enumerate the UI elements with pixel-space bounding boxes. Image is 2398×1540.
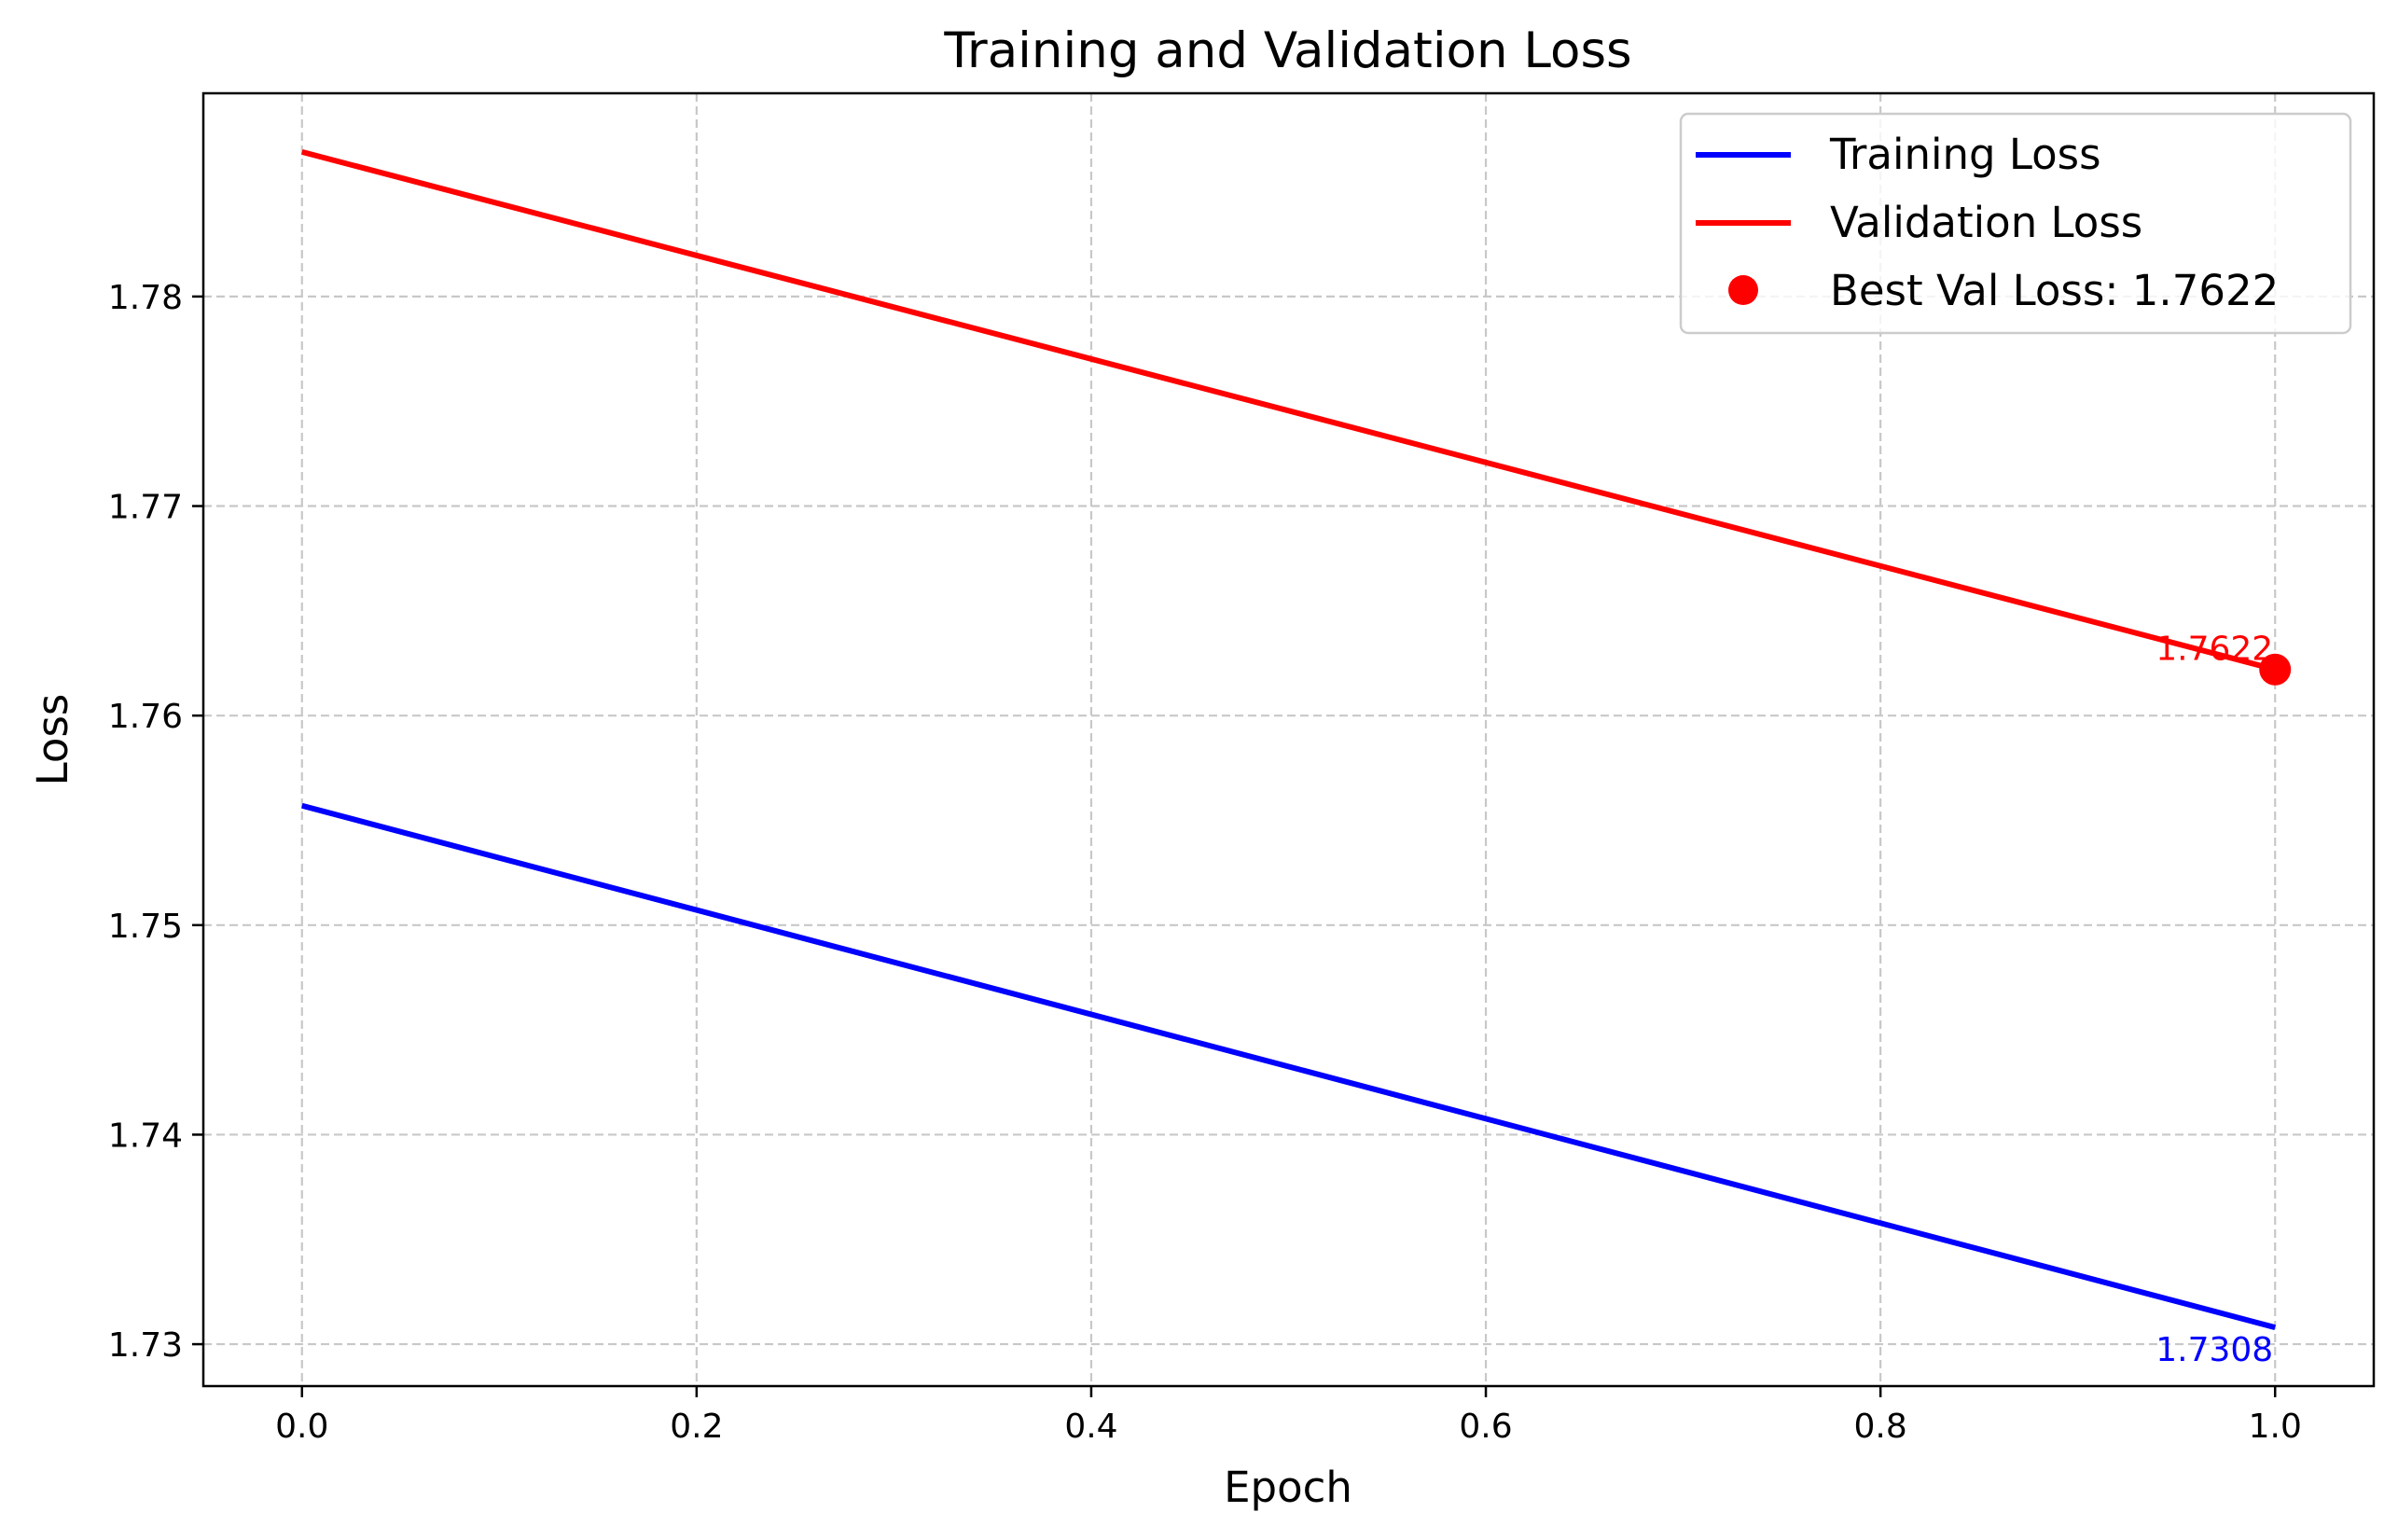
y-tick-label: 1.73 bbox=[108, 1326, 183, 1365]
x-tick-label: 0.0 bbox=[275, 1408, 328, 1446]
x-axis-ticks: 0.0 0.2 0.4 0.6 0.8 1.0 bbox=[275, 1386, 2302, 1446]
annotation-layer: 1.7622 1.7308 bbox=[2155, 631, 2273, 1369]
x-axis-label: Epoch bbox=[1224, 1463, 1352, 1512]
legend-best-marker bbox=[1728, 275, 1758, 305]
y-tick-label: 1.74 bbox=[108, 1117, 183, 1155]
legend-validation-label: Validation Loss bbox=[1830, 198, 2142, 247]
x-tick-label: 0.4 bbox=[1064, 1408, 1117, 1446]
y-tick-label: 1.77 bbox=[108, 489, 183, 527]
legend: Training Loss Validation Loss Best Val L… bbox=[1679, 112, 2352, 335]
series-layer bbox=[301, 148, 2292, 1331]
legend-best-label: Best Val Loss: 1.7622 bbox=[1830, 266, 2279, 315]
x-tick-label: 0.8 bbox=[1854, 1408, 1907, 1446]
plot-frame bbox=[201, 91, 2376, 1388]
series-line-1 bbox=[301, 148, 2276, 673]
value-annotation: 1.7308 bbox=[2155, 1331, 2273, 1369]
legend-training-label: Training Loss bbox=[1829, 130, 2101, 179]
x-tick-label: 1.0 bbox=[2249, 1408, 2302, 1446]
y-axis-ticks: 1.73 1.74 1.75 1.76 1.77 1.78 bbox=[108, 279, 203, 1365]
y-tick-label: 1.78 bbox=[108, 279, 183, 317]
series-line-0 bbox=[301, 802, 2276, 1331]
y-tick-label: 1.75 bbox=[108, 908, 183, 946]
x-tick-label: 0.6 bbox=[1459, 1408, 1512, 1446]
value-annotation: 1.7622 bbox=[2155, 631, 2273, 669]
y-axis-label: Loss bbox=[28, 694, 77, 786]
legend-box bbox=[1679, 112, 2352, 335]
x-tick-label: 0.2 bbox=[670, 1408, 723, 1446]
chart-title: Training and Validation Loss bbox=[943, 22, 1631, 79]
y-tick-label: 1.76 bbox=[108, 698, 183, 736]
best-val-marker bbox=[2259, 653, 2292, 686]
